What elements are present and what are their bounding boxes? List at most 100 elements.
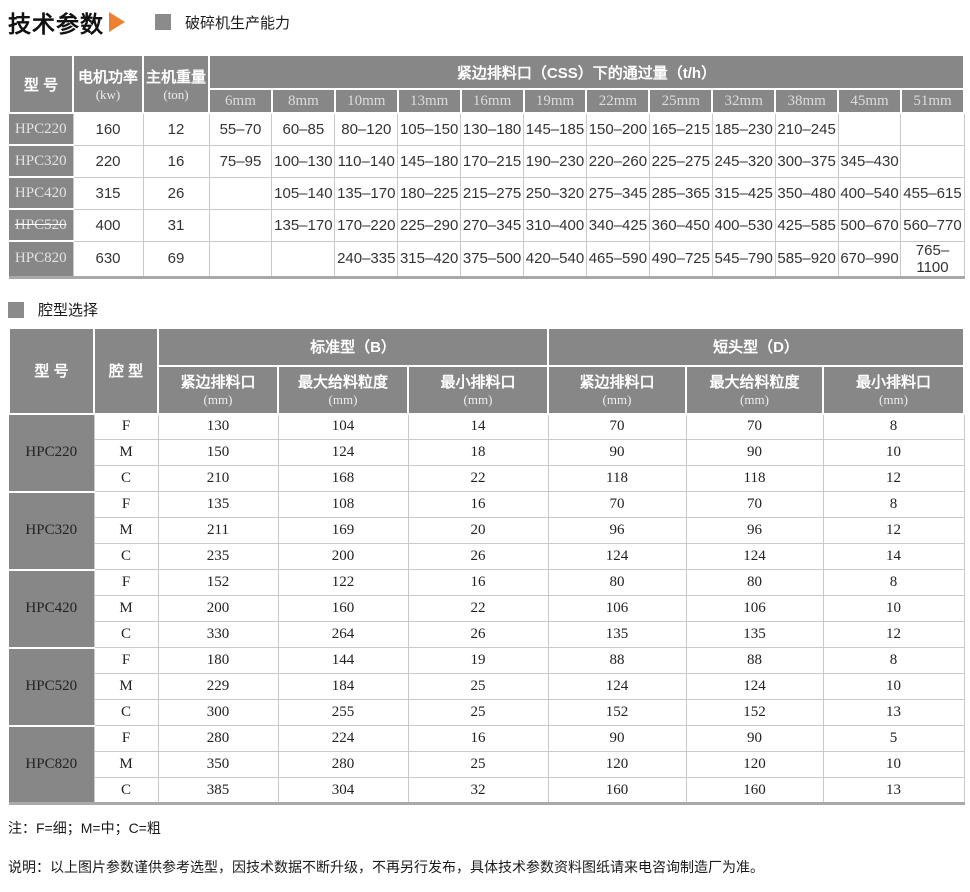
short-css-cell: 90 — [547, 725, 687, 752]
model-cell: HPC220 — [9, 112, 74, 146]
short-css-cell: 90 — [547, 439, 687, 466]
throughput-cell: 400–530 — [711, 208, 776, 242]
short-max-feed-cell: 120 — [685, 751, 824, 778]
short-min-discharge-cell: 8 — [822, 413, 965, 440]
col-header-css-size: 25mm — [648, 88, 714, 114]
col-header-css-size: 38mm — [774, 88, 840, 114]
throughput-cell: 465–590 — [585, 240, 650, 278]
std-max-feed-cell: 122 — [277, 569, 409, 596]
sub-col-unit: (mm) — [740, 392, 769, 407]
std-min-discharge-cell: 25 — [407, 751, 549, 778]
std-max-feed-cell: 264 — [277, 621, 409, 648]
section2-title: 腔型选择 — [38, 302, 99, 319]
col-header-throughput: 紧边排料口（CSS）下的通过量（t/h） — [208, 54, 965, 90]
std-max-feed-cell: 108 — [277, 491, 409, 518]
short-min-discharge-cell: 12 — [822, 621, 965, 648]
short-min-discharge-cell: 8 — [822, 647, 965, 674]
throughput-cell: 500–670 — [837, 208, 902, 242]
std-min-discharge-cell: 26 — [407, 621, 549, 648]
throughput-cell: 105–140 — [271, 176, 336, 210]
std-css-cell: 211 — [157, 517, 279, 544]
sub-col-label: 最大给料粒度 — [709, 374, 800, 391]
throughput-cell: 300–375 — [774, 144, 839, 178]
cavity-row: M 229 184 25 124 124 10 — [9, 673, 965, 700]
section1-label: 破碎机生产能力 — [155, 12, 290, 33]
weight-cell: 16 — [142, 144, 210, 178]
throughput-cell: 315–425 — [711, 176, 776, 210]
short-css-cell: 160 — [547, 777, 687, 804]
model-label: HPC220 — [14, 120, 67, 137]
short-min-discharge-cell: 8 — [822, 491, 965, 518]
std-css-cell: 385 — [157, 777, 279, 804]
weight-cell: 26 — [142, 176, 210, 210]
short-css-cell: 135 — [547, 621, 687, 648]
cavity-type-cell: C — [93, 699, 159, 726]
short-min-discharge-cell: 12 — [822, 517, 965, 544]
throughput-cell: 310–400 — [523, 208, 587, 242]
cavity-type-cell: F — [93, 413, 159, 440]
throughput-cell: 105–150 — [397, 112, 462, 146]
throughput-cell: 225–290 — [397, 208, 462, 242]
model-cell: HPC320 — [9, 490, 95, 571]
power-cell: 400 — [72, 208, 144, 242]
cavity-type-cell: M — [93, 595, 159, 622]
throughput-cell — [271, 240, 336, 278]
square-bullet-icon — [8, 301, 24, 318]
std-max-feed-cell: 104 — [277, 413, 409, 440]
throughput-cell: 210–245 — [774, 112, 839, 146]
short-css-cell: 124 — [547, 543, 687, 570]
cavity-table: 型 号 腔 型 标准型（B） 短头型（D） 紧边排料口 (mm) 最大给料粒度 … — [8, 326, 965, 805]
std-min-discharge-cell: 22 — [407, 465, 549, 492]
throughput-cell: 225–275 — [648, 144, 713, 178]
cavity-row: HPC320 F 135 108 16 70 70 8 — [9, 490, 965, 571]
short-max-feed-cell: 135 — [685, 621, 824, 648]
throughput-cell: 545–790 — [711, 240, 776, 278]
model-label: HPC520 — [14, 216, 67, 233]
std-css-cell: 210 — [157, 465, 279, 492]
short-css-cell: 70 — [547, 491, 687, 518]
std-min-discharge-cell: 16 — [407, 569, 549, 596]
capacity-table: 型 号 电机功率 (kw) 主机重量 (ton) 紧边排料口（CSS）下的通过量… — [8, 54, 966, 279]
model-label: HPC420 — [14, 184, 67, 201]
throughput-cell: 135–170 — [271, 208, 336, 242]
col-header-weight-label: 主机重量 — [145, 68, 206, 86]
throughput-cell: 420–540 — [523, 240, 587, 278]
short-css-cell: 70 — [547, 413, 687, 440]
capacity-row: HPC420 315 26 105–140 135–170 180–225 21… — [9, 176, 965, 210]
col-header-css-size: 6mm — [208, 88, 273, 114]
short-max-feed-cell: 160 — [685, 777, 824, 804]
sub-col-unit: (mm) — [203, 392, 233, 407]
model-cell: HPC820 — [9, 724, 95, 805]
col-header-css-size: 51mm — [899, 88, 966, 114]
std-max-feed-cell: 168 — [277, 465, 409, 492]
throughput-cell — [900, 112, 965, 146]
cavity-type-cell: C — [93, 777, 159, 804]
short-min-discharge-cell: 13 — [822, 699, 965, 726]
sub-col-label: 最大给料粒度 — [297, 374, 388, 391]
disclaimer-note: 说明：以上图片参数谨供参考选型，因技术数据不断升级，不再另行发布，具体技术参数资… — [8, 859, 764, 875]
throughput-cell: 180–225 — [397, 176, 462, 210]
col-header-power-label: 电机功率 — [77, 68, 138, 86]
page-title: 技术参数 — [8, 11, 104, 37]
throughput-cell: 60–85 — [271, 112, 336, 146]
throughput-cell: 400–540 — [837, 176, 902, 210]
short-css-cell: 152 — [547, 699, 687, 726]
short-css-cell: 96 — [547, 517, 687, 544]
model-cell: HPC520 — [9, 208, 74, 242]
col-header-std-max-feed: 最大给料粒度 (mm) — [277, 364, 409, 415]
std-min-discharge-cell: 19 — [407, 647, 549, 674]
std-min-discharge-cell: 26 — [407, 543, 549, 570]
cavity-row: C 385 304 32 160 160 13 — [9, 777, 965, 804]
throughput-cell: 100–130 — [271, 144, 336, 178]
col-header-power-unit: (kw) — [95, 86, 121, 102]
std-max-feed-cell: 184 — [277, 673, 409, 700]
short-max-feed-cell: 124 — [685, 543, 824, 570]
col-header-std-min-discharge: 最小排料口 (mm) — [407, 364, 549, 415]
col-header-css-size: 32mm — [711, 88, 777, 114]
throughput-cell: 375–500 — [460, 240, 525, 278]
throughput-cell: 220–260 — [585, 144, 650, 178]
throughput-cell — [208, 240, 273, 278]
cavity-type-cell: C — [93, 543, 159, 570]
std-css-cell: 235 — [157, 543, 279, 570]
throughput-cell: 215–275 — [460, 176, 525, 210]
